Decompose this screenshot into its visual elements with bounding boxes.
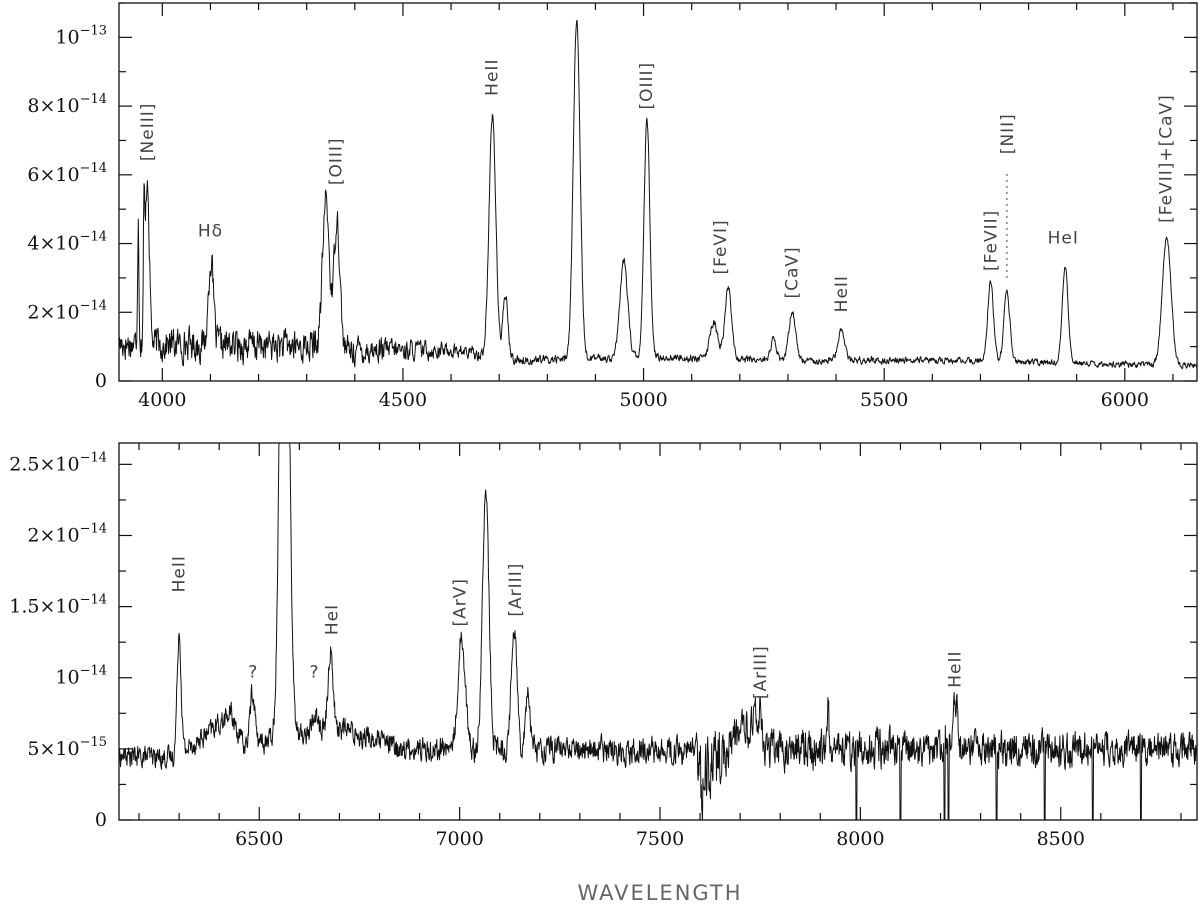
y-tick-label: 1.5×10−14: [9, 593, 107, 618]
line-annotation: [NII]: [998, 113, 1018, 154]
line-annotation: ?: [310, 663, 320, 683]
y-tick-label: 2×10−14: [27, 298, 107, 323]
x-tick-label: 4500: [379, 389, 427, 411]
line-annotation: [FeVI]: [711, 219, 731, 274]
line-annotation: HeII: [482, 59, 502, 96]
x-tick-label: 7000: [435, 828, 483, 850]
line-annotation: [FeVII]+[CaV]: [1157, 94, 1177, 223]
x-tick-label: 5500: [860, 389, 908, 411]
line-annotation: [ArIII]: [751, 645, 771, 699]
line-annotation: [ArIII]: [506, 563, 526, 617]
line-annotation: HeI: [322, 604, 342, 635]
x-tick-label: 8500: [1037, 828, 1085, 850]
y-tick-label: 2×10−14: [27, 521, 107, 546]
line-annotation: [NeIII]: [138, 103, 158, 161]
spectrum-line: [119, 443, 1197, 820]
y-tick-label: 2.5×10−14: [9, 450, 107, 475]
y-tick-label: 4×10−14: [27, 230, 107, 255]
y-tick-label: 5×10−15: [27, 735, 107, 760]
plot-frame: [118, 442, 1198, 821]
line-annotation: [OIII]: [637, 62, 657, 110]
x-tick-label: 5000: [619, 389, 667, 411]
line-annotation: HeII: [169, 555, 189, 592]
spectrum-line: [119, 20, 1197, 370]
plot-frame: [118, 2, 1198, 382]
y-tick-label: 10−13: [55, 23, 107, 48]
line-annotation: HeI: [1048, 229, 1079, 249]
x-tick-label: 7500: [636, 828, 684, 850]
x-tick-label: 6500: [235, 828, 283, 850]
line-annotation: [CaV]: [782, 246, 802, 298]
y-tick-label: 10−14: [55, 664, 107, 689]
x-tick-label: 4000: [138, 389, 186, 411]
line-annotation: ?: [248, 663, 258, 683]
y-tick-label: 0: [95, 809, 107, 831]
x-axis-label: WAVELENGTH: [577, 881, 742, 905]
line-annotation: [OIII]: [327, 137, 347, 185]
y-tick-label: 0: [95, 370, 107, 392]
line-annotation: [ArV]: [451, 578, 471, 627]
line-annotation: Hδ: [198, 222, 223, 242]
top-panel: 4000 4500 5000 5500 6000 0 2×10−14 4×10−14 6×10−…: [27, 2, 1198, 411]
line-annotation: HeII: [832, 275, 852, 312]
x-tick-label: 8000: [836, 828, 884, 850]
line-annotation: [FeVII]: [982, 210, 1002, 271]
bottom-panel: 6500 7000 7500 8000 8500 0 5×10−15 10−14 1.5×10−…: [9, 442, 1198, 850]
x-tick-label: 6000: [1101, 389, 1149, 411]
y-tick-label: 8×10−14: [27, 92, 107, 117]
y-tick-label: 6×10−14: [27, 161, 107, 186]
line-annotation: HeII: [946, 650, 966, 687]
